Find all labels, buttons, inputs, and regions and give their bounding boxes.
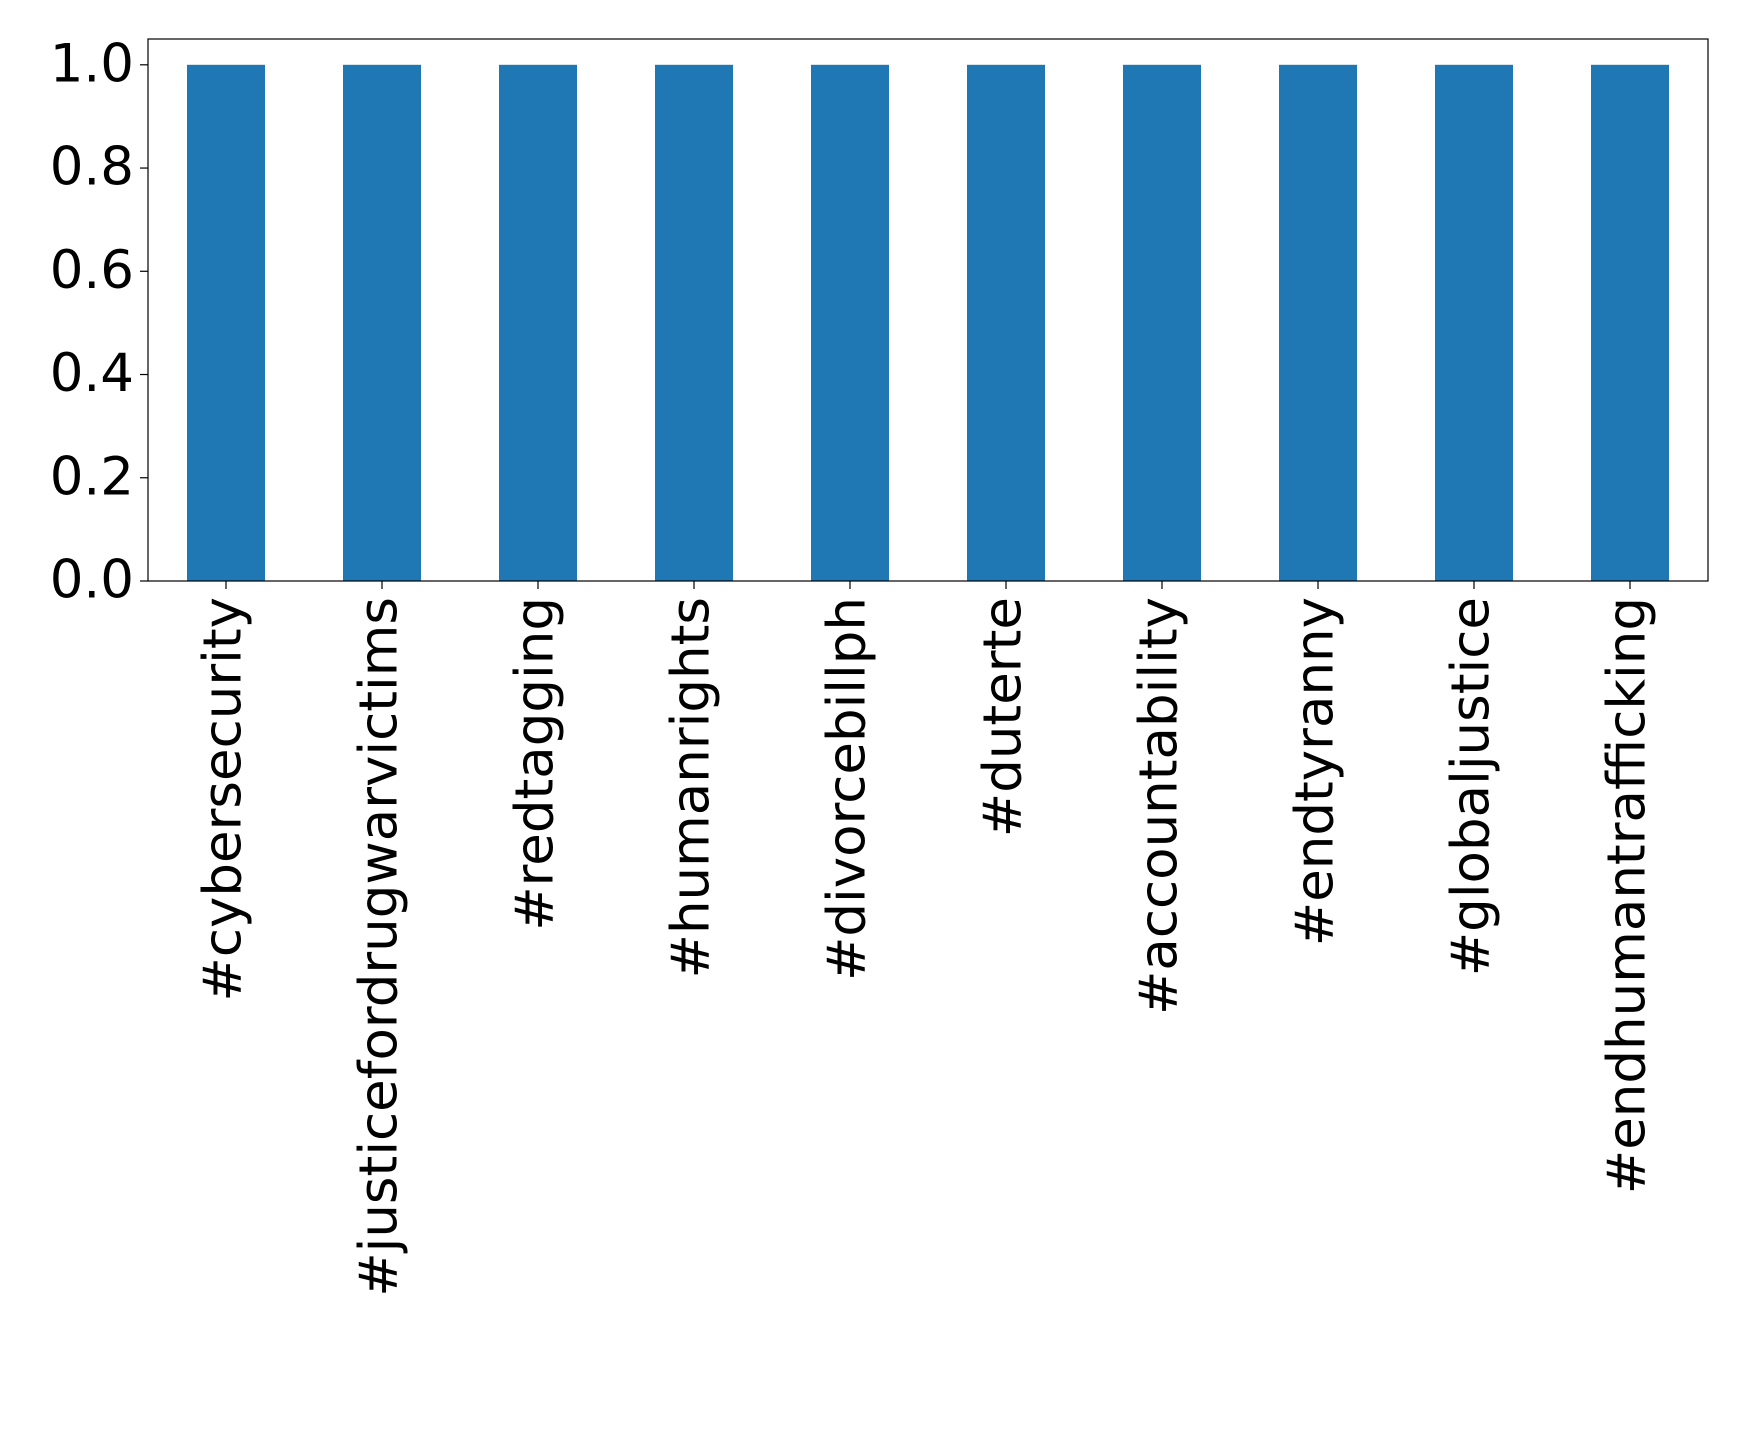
- x-tick-label: #divorcebillph: [817, 597, 878, 981]
- x-tick-label: #duterte: [973, 597, 1034, 837]
- bar: [967, 64, 1045, 582]
- bar: [1435, 64, 1513, 582]
- bar: [1279, 64, 1357, 582]
- y-tick-label: 0.8: [50, 137, 134, 198]
- x-tick-label: #accountability: [1129, 597, 1190, 1015]
- bar: [1591, 64, 1669, 582]
- x-tick-label: #humanrights: [661, 597, 722, 978]
- bar: [343, 64, 421, 582]
- x-tick-label: #redtagging: [505, 597, 566, 931]
- bar: [187, 64, 265, 582]
- bar: [499, 64, 577, 582]
- x-tick-label: #endhumantrafficking: [1597, 597, 1658, 1194]
- x-tick-label: #cybersecurity: [193, 597, 254, 1002]
- bar: [811, 64, 889, 582]
- bar: [1123, 64, 1201, 582]
- y-tick-label: 0.4: [50, 343, 134, 404]
- y-tick-label: 0.6: [50, 240, 134, 301]
- x-tick-label: #globaljustice: [1441, 597, 1502, 976]
- plot-frame: [147, 38, 1709, 582]
- x-tick-label: #justicefordrugwarvictims: [349, 597, 410, 1297]
- y-tick-label: 1.0: [50, 33, 134, 94]
- y-tick-label: 0.0: [50, 550, 134, 611]
- y-tick-label: 0.2: [50, 446, 134, 507]
- x-tick-label: #endtyranny: [1285, 597, 1346, 946]
- bar: [655, 64, 733, 582]
